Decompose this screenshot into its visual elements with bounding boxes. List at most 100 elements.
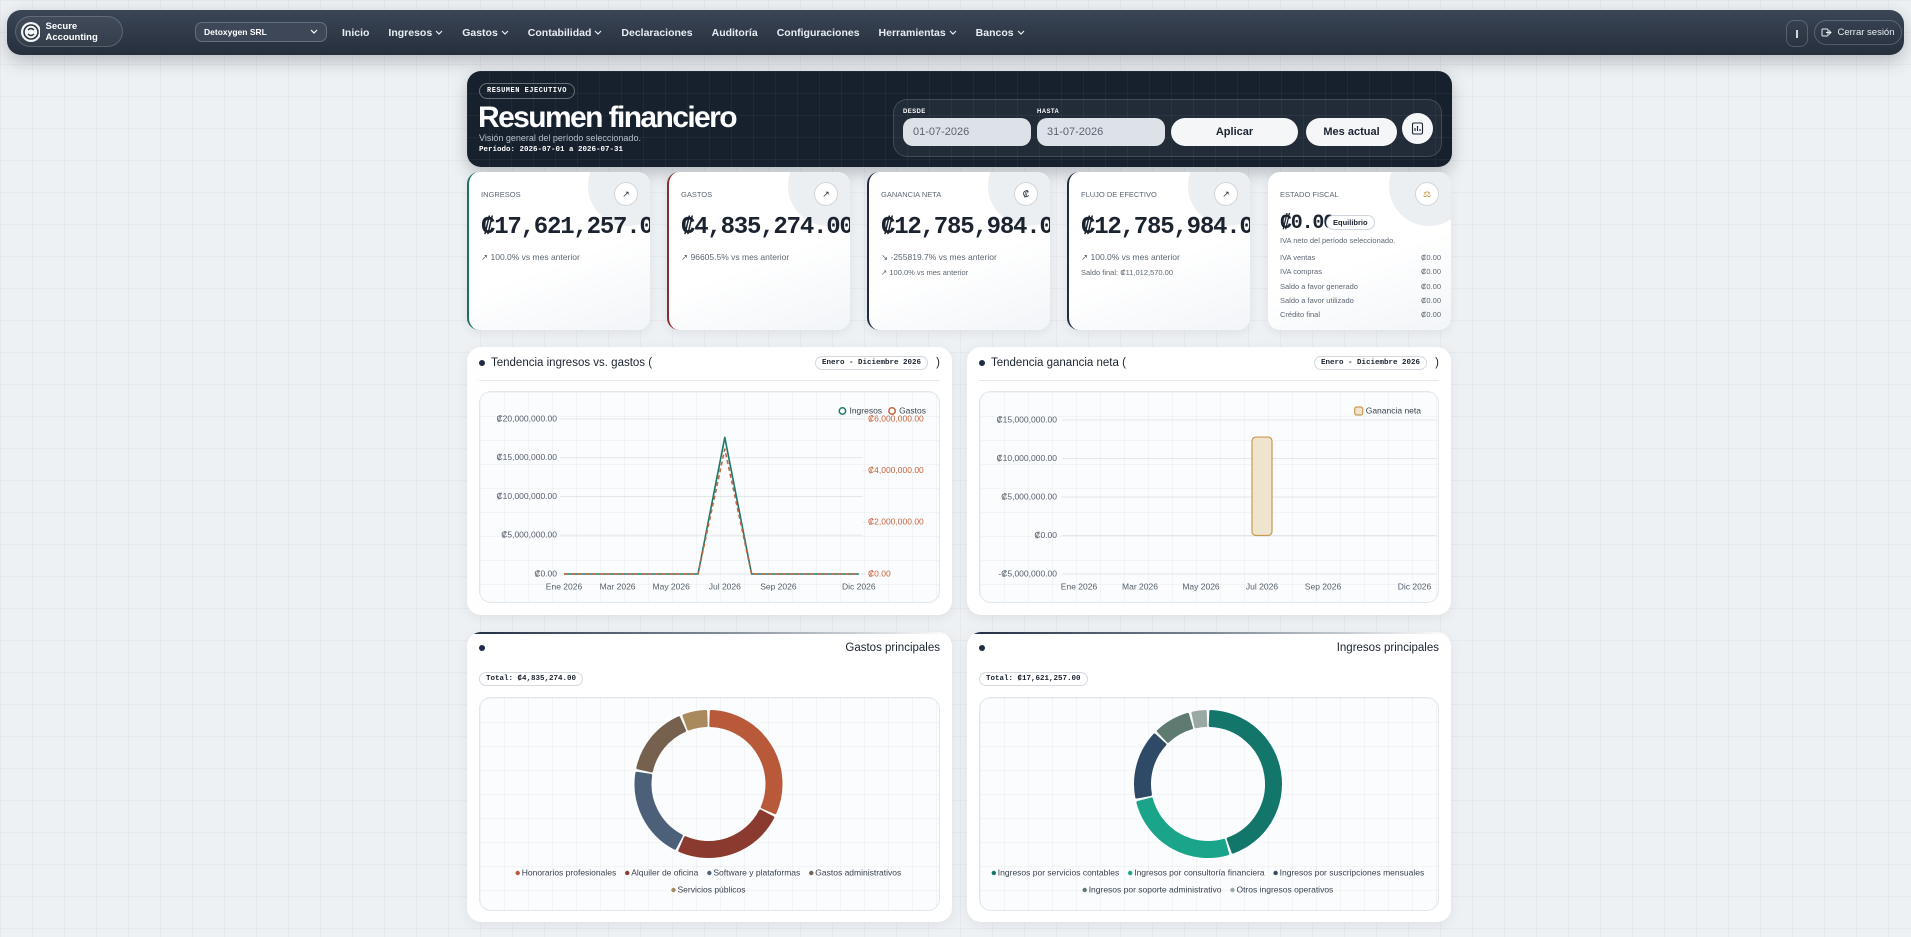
chevron (435, 30, 443, 35)
y2-tick-label: ₡4,000,000.00 (868, 465, 924, 475)
chart-card: Tendencia ganancia neta () Enero - Diciem… (967, 347, 1451, 615)
chevron (310, 29, 318, 34)
to-input[interactable]: 31-07-2026 (1037, 118, 1165, 146)
nav-item[interactable]: Declaraciones (621, 27, 692, 39)
nav-item[interactable]: Herramientas (879, 27, 957, 39)
header-badge: RESUMEN EJECUTIVO (479, 83, 575, 99)
card-icon: ↗ (614, 182, 638, 206)
legend-label: Ingresos por servicios contables (998, 867, 1119, 877)
legend-label: Gastos administrativos (815, 867, 901, 877)
y-tick-label: ₡10,000,000.00 (497, 491, 558, 501)
range-badge: Enero - Diciembre 2026 (1313, 356, 1427, 370)
title-dot (979, 360, 985, 366)
chart: ₡0.00 ₡5,000,000.00 ₡10,000,000.00 ₡15,000,… (497, 405, 927, 591)
y-tick-label: ₡10,000,000.00 (997, 453, 1058, 463)
y-tick-label: ₡5,000,000.00 (501, 530, 557, 540)
card-icon: ⚖ (1415, 182, 1439, 206)
total-badge: Total: ₡17,621,257.00 (979, 672, 1088, 686)
card-note: ↗ 96605.5% vs mes anterior (681, 252, 790, 262)
x-tick-label: Ene 2026 (1061, 581, 1098, 591)
x-tick-label: Mar 2026 (600, 581, 636, 591)
current-month-button[interactable]: Mes actual (1306, 118, 1397, 146)
fiscal-row: IVA compras ₡0.00 (1280, 267, 1441, 276)
nav-item-label: Bancos (975, 26, 1014, 39)
x-tick-label: Mar 2026 (1122, 581, 1158, 591)
series-line (564, 448, 859, 575)
nav-item-label: Gastos (462, 26, 498, 39)
nav-item[interactable]: Ingresos (388, 27, 443, 39)
x-tick-label: Dic 2026 (842, 581, 876, 591)
chevron (1017, 30, 1025, 35)
donut-segment (1208, 710, 1282, 854)
menu-icon (1796, 29, 1798, 38)
legend-marker (1082, 887, 1087, 893)
x-tick-label: Jul 2026 (1246, 581, 1278, 591)
legend-marker (1354, 406, 1364, 416)
legend-marker (625, 870, 630, 876)
title-dot (479, 360, 485, 366)
brand[interactable]: Secure Accounting (15, 16, 123, 47)
y2-tick-label: ₡2,000,000.00 (868, 517, 924, 527)
nav-item[interactable]: Contabilidad (528, 27, 603, 39)
fiscal-card: ⚖ ESTADO FISCAL ₡0.00 Equilibrio IVA net… (1268, 172, 1451, 330)
legend-marker (515, 870, 520, 876)
chevron (949, 30, 957, 35)
kpi-card: ↗ GASTOS ₡4,835,274.00 ↗ 96605.5% vs mes an… (667, 172, 850, 330)
chevron (501, 30, 509, 35)
kpi-card: ₡ GANANCIA NETA ₡12,785,984.00 ↘ -255819.7%… (867, 172, 1050, 330)
apply-button[interactable]: Aplicar (1171, 118, 1298, 146)
nav-item[interactable]: Auditoría (712, 27, 758, 39)
legend-marker (838, 407, 847, 415)
nav-item[interactable]: Bancos (976, 27, 1025, 39)
legend-marker (888, 407, 897, 415)
card-note: IVA neto del período seleccionado. (1280, 236, 1396, 245)
kpi-card: ↗ FLUJO DE EFECTIVO ₡12,785,984.00 ↗ 100.0%… (1067, 172, 1250, 330)
donut-segment (678, 809, 775, 858)
chart-title: Tendencia ingresos vs. gastos ( (491, 357, 653, 369)
nav-item[interactable]: Configuraciones (777, 27, 860, 39)
x-tick-label: May 2026 (653, 581, 691, 591)
legend-label: Honorarios profesionales (522, 867, 617, 877)
title-divider (479, 380, 940, 381)
to-label: HASTA (1037, 109, 1060, 115)
card-value: ₡12,785,984.00 (881, 214, 1050, 241)
y-tick-label: ₡15,000,000.00 (497, 452, 558, 462)
card-top-border (467, 632, 952, 634)
nav-bar: Secure Accounting Detoxygen SRL Inicio In… (7, 10, 1904, 55)
from-input[interactable]: 01-07-2026 (903, 118, 1031, 146)
chart-title: Gastos principales (845, 642, 940, 654)
chart-card: Tendencia ingresos vs. gastos () Enero - … (467, 347, 952, 615)
fiscal-row-label: IVA ventas (1280, 253, 1316, 262)
card-icon: ₡ (1014, 182, 1038, 206)
chevron-path (949, 30, 957, 35)
chart-title-end: ) (936, 357, 940, 369)
header-subtitle: Visión general del período seleccionado. (479, 133, 641, 143)
fiscal-row-label: IVA compras (1280, 267, 1322, 277)
y-tick-label: -₡5,000,000.00 (998, 568, 1057, 578)
company-select[interactable]: Detoxygen SRL (195, 22, 327, 42)
nav-item[interactable]: Gastos (462, 27, 509, 39)
chevron (594, 30, 602, 35)
title-dot (979, 645, 985, 651)
title-dot (479, 645, 485, 651)
logout-button[interactable]: Cerrar sesión (1814, 20, 1902, 45)
export-button[interactable] (1402, 113, 1433, 144)
card-note: ↗ 100.0% vs mes anterior (1081, 252, 1180, 262)
card-label: GANANCIA NETA (881, 190, 942, 199)
chart-card: Ingresos principales Total: ₡17,621,257.0… (967, 632, 1451, 922)
chart-title: Ingresos principales (1336, 642, 1439, 654)
legend-label: Software y plataformas (713, 867, 800, 877)
donut-segment (636, 716, 687, 773)
chevron-path (435, 30, 443, 35)
card-note: Saldo final: ₡11,012,570.00 (1081, 268, 1174, 277)
fiscal-row: IVA ventas ₡0.00 (1280, 253, 1441, 262)
fiscal-row-label: Saldo a favor generado (1280, 281, 1358, 291)
chart-card: Gastos principales Total: ₡4,835,274.00 Ho… (467, 632, 952, 922)
nav-item-label: Herramientas (878, 26, 946, 39)
menu-button[interactable] (1786, 20, 1808, 47)
card-label: ESTADO FISCAL (1280, 190, 1339, 199)
y-tick-label: ₡20,000,000.00 (497, 413, 558, 423)
legend-label: Otros ingresos operativos (1236, 884, 1333, 894)
card-note: ↗ 100.0% vs mes anterior (481, 252, 580, 262)
nav-item[interactable]: Inicio (342, 27, 369, 39)
